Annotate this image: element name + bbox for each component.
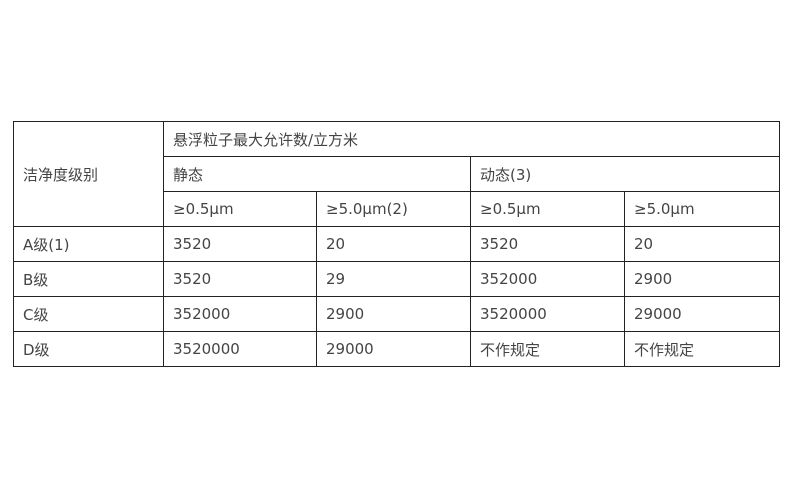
value-cell: 29000	[316, 331, 471, 367]
value-cell: 3520	[163, 226, 317, 262]
value-cell: 3520	[470, 226, 625, 262]
subheader: ≥0.5μm	[470, 191, 625, 227]
value-cell: 29	[316, 261, 471, 297]
table-row: B级 3520 29 352000 2900	[13, 261, 780, 297]
static-header: 静态	[163, 156, 471, 192]
grade-cell: A级(1)	[13, 226, 164, 262]
value-cell: 3520	[163, 261, 317, 297]
subheader: ≥5.0μm(2)	[316, 191, 471, 227]
dynamic-header: 动态(3)	[470, 156, 780, 192]
subheader: ≥5.0μm	[624, 191, 780, 227]
value-cell: 20	[624, 226, 780, 262]
table-row: D级 3520000 29000 不作规定 不作规定	[13, 331, 780, 367]
row-header-grade: 洁净度级别	[13, 121, 164, 227]
value-cell: 2900	[624, 261, 780, 297]
value-cell: 20	[316, 226, 471, 262]
value-cell: 352000	[470, 261, 625, 297]
value-cell: 不作规定	[470, 331, 625, 367]
value-cell: 352000	[163, 296, 317, 332]
group-header: 悬浮粒子最大允许数/立方米	[163, 121, 780, 157]
subheader: ≥0.5μm	[163, 191, 317, 227]
value-cell: 2900	[316, 296, 471, 332]
value-cell: 3520000	[470, 296, 625, 332]
table-row: A级(1) 3520 20 3520 20	[13, 226, 780, 262]
grade-cell: B级	[13, 261, 164, 297]
value-cell: 3520000	[163, 331, 317, 367]
value-cell: 不作规定	[624, 331, 780, 367]
cleanroom-particle-table: 洁净度级别 悬浮粒子最大允许数/立方米 静态 动态(3) ≥0.5μm ≥5.0…	[13, 121, 780, 367]
value-cell: 29000	[624, 296, 780, 332]
grade-cell: C级	[13, 296, 164, 332]
grade-cell: D级	[13, 331, 164, 367]
table-row: C级 352000 2900 3520000 29000	[13, 296, 780, 332]
